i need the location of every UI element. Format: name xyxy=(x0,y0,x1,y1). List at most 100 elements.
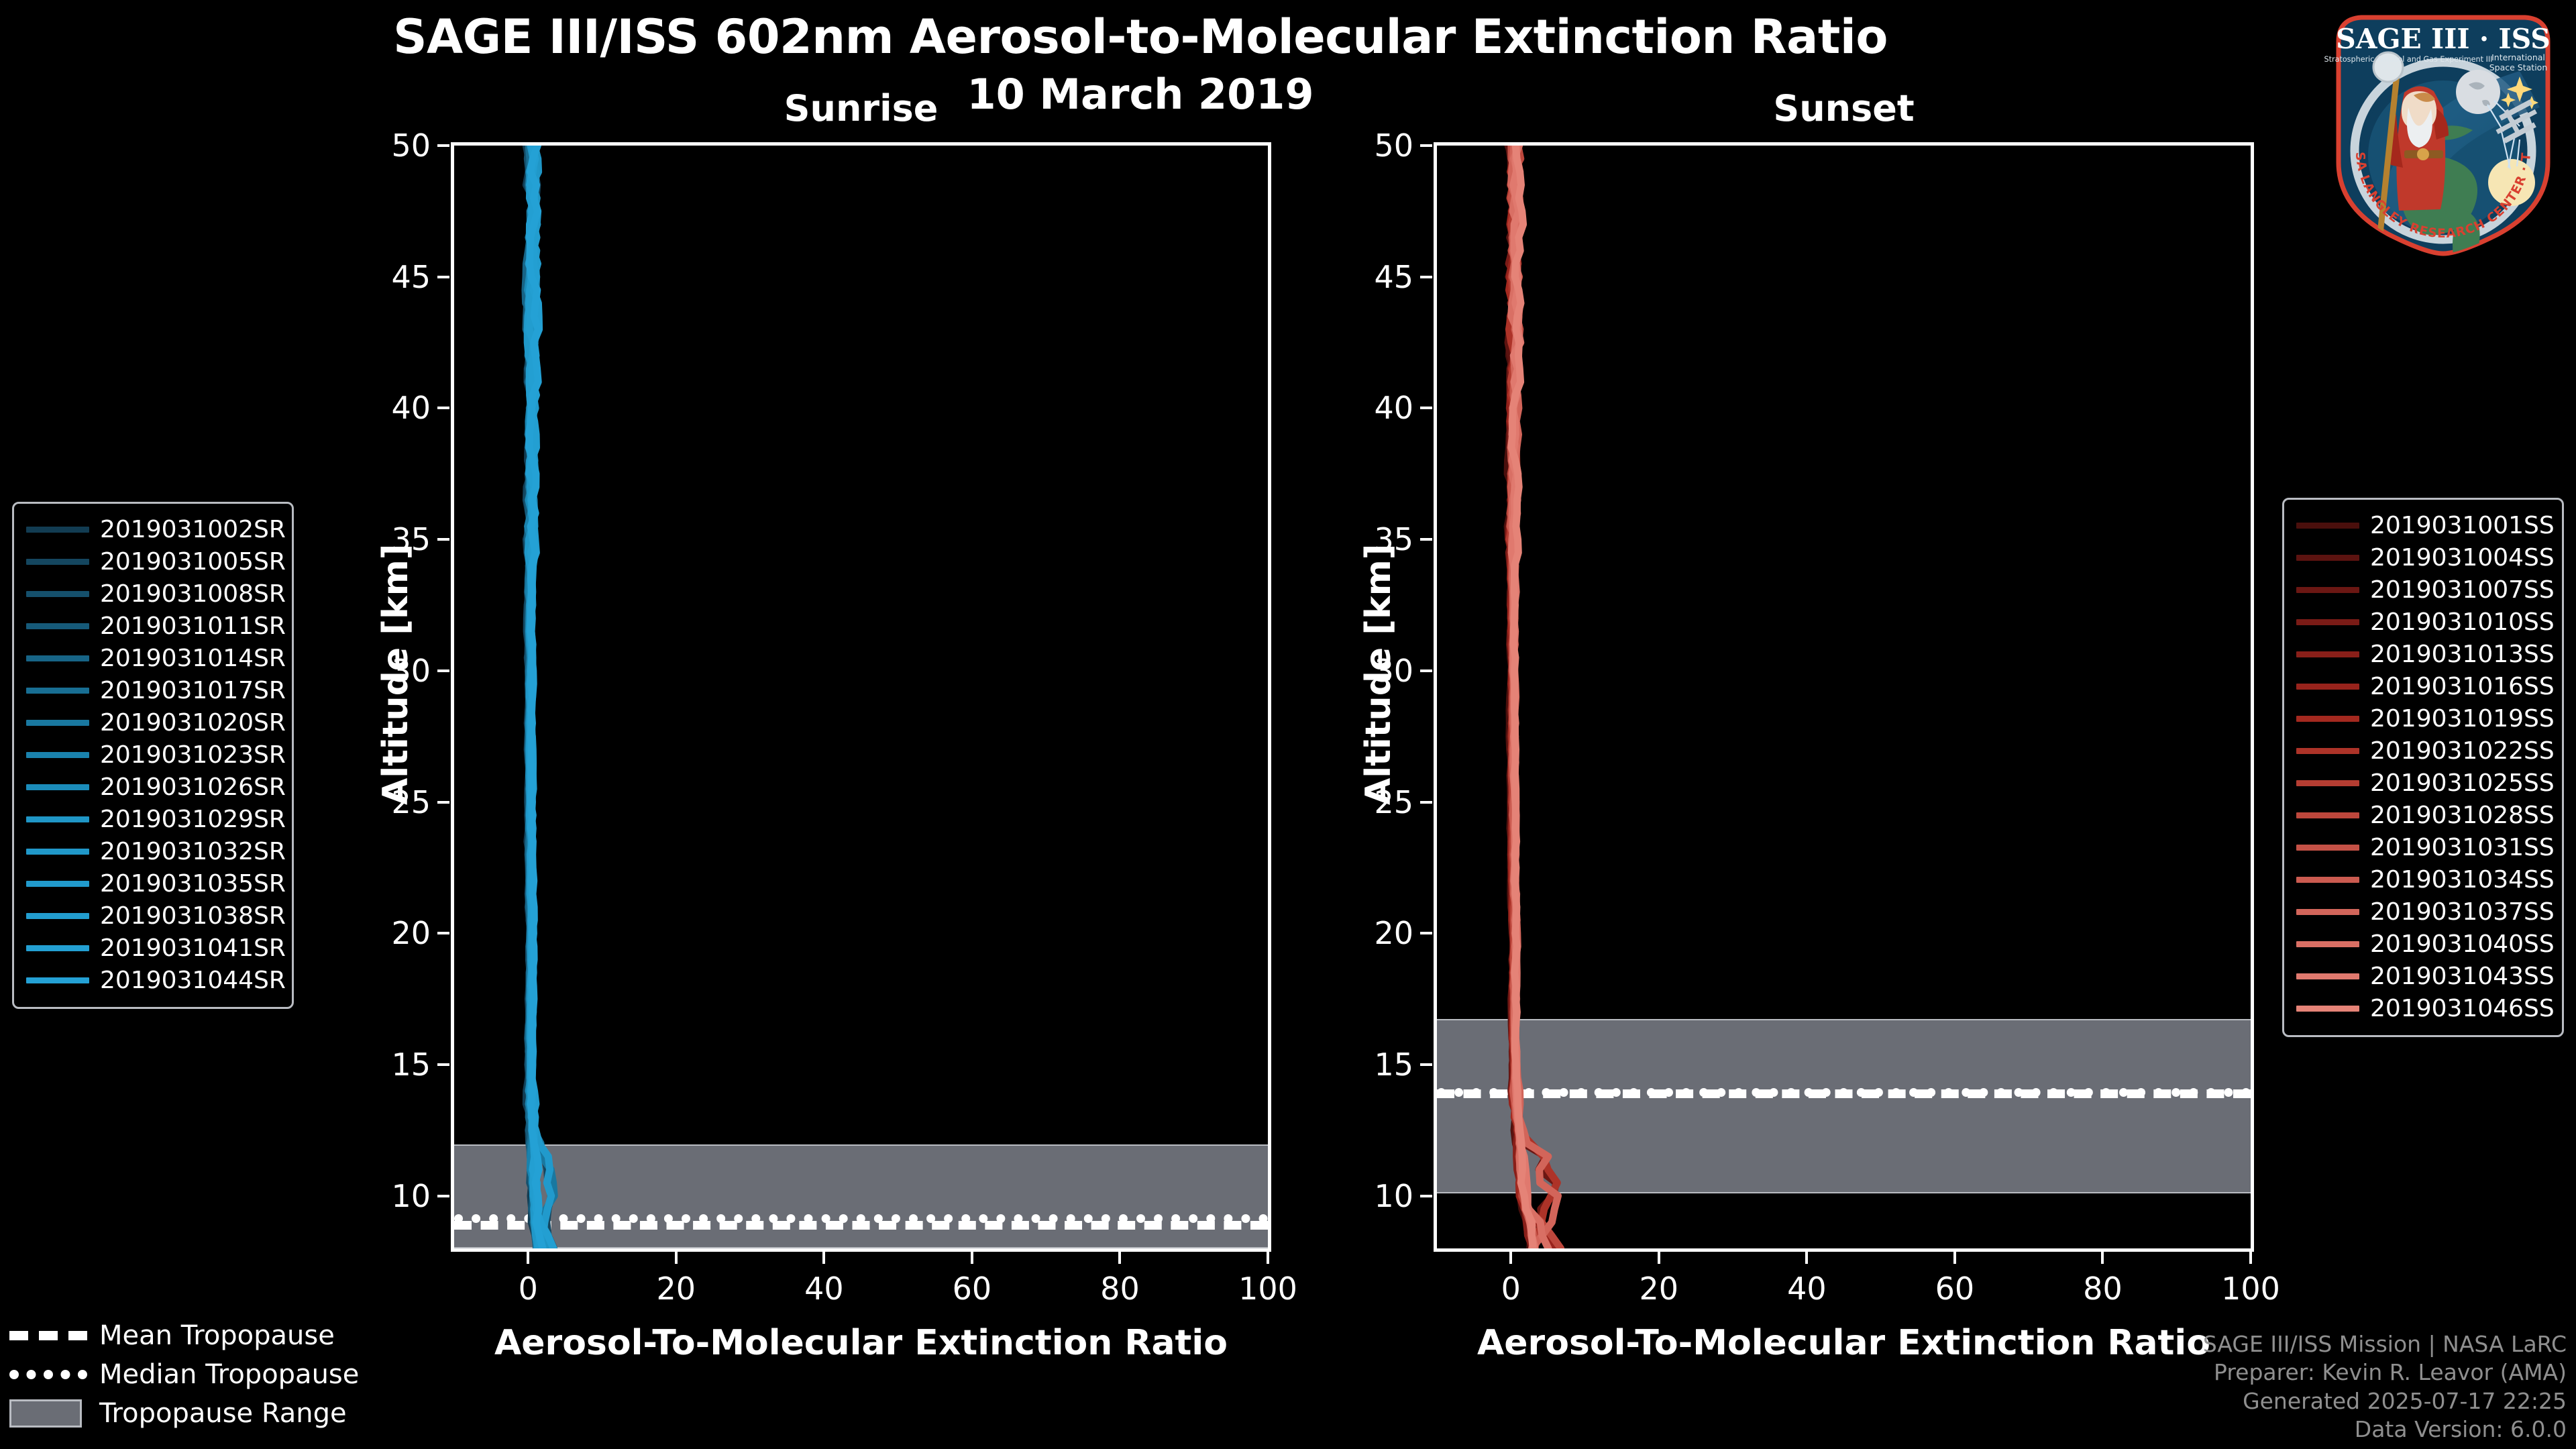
y-tick-label: 50 xyxy=(1374,127,1413,164)
footer-line-version: Data Version: 6.0.0 xyxy=(2354,1415,2567,1442)
page-title: SAGE III/ISS 602nm Aerosol-to-Molecular … xyxy=(393,9,1888,64)
legend-item-label: 2019031014SR xyxy=(100,644,286,672)
y-tick-mark xyxy=(437,1063,449,1066)
legend-item[interactable]: 2019031007SS xyxy=(2296,574,2555,606)
x-tick-label: 40 xyxy=(1787,1271,1827,1307)
y-tick-mark xyxy=(437,275,449,278)
legend-color-swatch xyxy=(2296,619,2359,625)
legend-item[interactable]: 2019031025SS xyxy=(2296,767,2555,799)
legend-item-label: 2019031020SR xyxy=(100,708,286,737)
legend-item[interactable]: 2019031035SR xyxy=(26,867,286,900)
legend-item-label: 2019031032SR xyxy=(100,837,286,865)
legend-item[interactable]: 2019031014SR xyxy=(26,642,286,674)
x-tick-mark xyxy=(1953,1252,1956,1264)
x-tick-mark xyxy=(822,1252,826,1264)
legend-item[interactable]: 2019031013SS xyxy=(2296,638,2555,670)
legend-item[interactable]: 2019031041SR xyxy=(26,932,286,964)
footer-line-preparer: Preparer: Kevin R. Leavor (AMA) xyxy=(2214,1359,2567,1386)
legend-item[interactable]: 2019031046SS xyxy=(2296,992,2555,1024)
legend-color-swatch xyxy=(26,558,89,565)
y-axis-label-sunset: Altitude [km] xyxy=(1358,543,1399,805)
x-tick-label: 0 xyxy=(1501,1271,1521,1307)
legend-item-label: 2019031028SS xyxy=(2370,801,2555,829)
legend-item[interactable]: 2019031032SR xyxy=(26,835,286,867)
legend-item[interactable]: 2019031028SS xyxy=(2296,799,2555,831)
legend-sunrise[interactable]: 2019031002SR 2019031005SR 2019031008SR 2019… xyxy=(12,502,294,1009)
legend-color-swatch xyxy=(26,655,89,661)
footer-line-mission: SAGE III/ISS Mission | NASA LaRC xyxy=(2202,1331,2567,1358)
legend-color-swatch xyxy=(26,590,89,597)
legend-item[interactable]: 2019031040SS xyxy=(2296,928,2555,960)
legend-color-swatch xyxy=(2296,941,2359,947)
y-tick-mark xyxy=(1420,1063,1432,1066)
y-tick-label: 25 xyxy=(391,784,431,820)
y-tick-mark xyxy=(1420,669,1432,672)
y-tick-label: 40 xyxy=(1374,390,1413,427)
legend-item[interactable]: 2019031043SS xyxy=(2296,960,2555,992)
legend-item-label: 2019031038SR xyxy=(100,902,286,930)
legend-color-swatch xyxy=(26,719,89,726)
legend-item[interactable]: 2019031034SS xyxy=(2296,863,2555,896)
page-subtitle: 10 March 2019 xyxy=(967,70,1314,119)
legend-item[interactable]: 2019031023SR xyxy=(26,739,286,771)
y-tick-label: 50 xyxy=(391,127,431,164)
legend-item[interactable]: 2019031016SS xyxy=(2296,670,2555,702)
y-tick-mark xyxy=(437,407,449,410)
legend-item[interactable]: 2019031038SR xyxy=(26,900,286,932)
x-tick-label: 20 xyxy=(1639,1271,1679,1307)
legend-item[interactable]: 2019031008SR xyxy=(26,578,286,610)
legend-item[interactable]: 2019031011SR xyxy=(26,610,286,642)
x-tick-mark xyxy=(2249,1252,2252,1264)
median-tropopause-line-sunset xyxy=(1437,1088,2251,1097)
profile-line xyxy=(1507,146,1537,1248)
legend-item[interactable]: 2019031031SS xyxy=(2296,831,2555,863)
legend-item[interactable]: 2019031019SS xyxy=(2296,702,2555,735)
legend-item[interactable]: 2019031044SR xyxy=(26,964,286,996)
legend-item[interactable]: 2019031022SS xyxy=(2296,735,2555,767)
legend-item[interactable]: 2019031010SS xyxy=(2296,606,2555,638)
legend-item[interactable]: 2019031017SR xyxy=(26,674,286,706)
legend-color-swatch xyxy=(26,816,89,822)
y-tick-mark xyxy=(437,669,449,672)
y-tick-mark xyxy=(437,1194,449,1197)
legend-item[interactable]: 2019031037SS xyxy=(2296,896,2555,928)
filled-rectangle-icon xyxy=(9,1399,87,1428)
legend-item-label: 2019031007SS xyxy=(2370,576,2555,604)
mean-tropopause-line-sunrise xyxy=(454,1220,1268,1230)
legend-item[interactable]: 2019031020SR xyxy=(26,706,286,739)
legend-item-label: 2019031041SR xyxy=(100,934,286,962)
footer-credits: SAGE III/ISS Mission | NASA LaRC Prepare… xyxy=(2203,1330,2567,1444)
legend-item[interactable]: 2019031004SS xyxy=(2296,541,2555,574)
legend-item-label: 2019031040SS xyxy=(2370,930,2555,958)
legend-item-label: 2019031002SR xyxy=(100,515,286,543)
x-tick-mark xyxy=(2101,1252,2104,1264)
legend-color-swatch xyxy=(2296,812,2359,818)
x-axis-label-sunset: Aerosol-To-Molecular Extinction Ratio xyxy=(1477,1323,2210,1363)
dotted-line-icon xyxy=(9,1370,87,1379)
legend-item-label: 2019031037SS xyxy=(2370,898,2555,926)
legend-item-tropopause-range: Tropopause Range xyxy=(9,1394,359,1433)
legend-color-swatch xyxy=(26,623,89,629)
legend-color-swatch xyxy=(2296,780,2359,786)
legend-item-label: 2019031004SS xyxy=(2370,543,2555,572)
legend-color-swatch xyxy=(2296,554,2359,561)
legend-item[interactable]: 2019031005SR xyxy=(26,545,286,578)
legend-color-swatch xyxy=(2296,908,2359,915)
x-tick-label: 80 xyxy=(2083,1271,2123,1307)
legend-item[interactable]: 2019031002SR xyxy=(26,513,286,545)
legend-item-label: 2019031001SS xyxy=(2370,511,2555,539)
plot-area-sunrise xyxy=(451,142,1271,1252)
legend-item[interactable]: 2019031026SR xyxy=(26,771,286,803)
legend-item[interactable]: 2019031029SR xyxy=(26,803,286,835)
legend-color-swatch xyxy=(2296,683,2359,690)
legend-item-label: 2019031023SR xyxy=(100,741,286,769)
legend-item-label: 2019031013SS xyxy=(2370,640,2555,668)
legend-item-label: 2019031005SR xyxy=(100,547,286,576)
legend-sunset[interactable]: 2019031001SS 2019031004SS 2019031007SS 2019… xyxy=(2282,498,2564,1037)
legend-item[interactable]: 2019031001SS xyxy=(2296,509,2555,541)
y-tick-label: 15 xyxy=(391,1046,431,1083)
x-tick-mark xyxy=(1805,1252,1809,1264)
y-tick-mark xyxy=(1420,538,1432,541)
legend-label-median: Median Tropopause xyxy=(99,1359,360,1390)
